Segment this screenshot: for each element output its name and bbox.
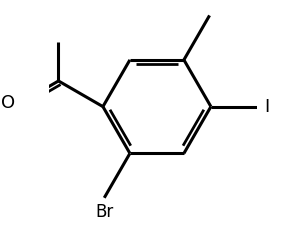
Text: O: O: [1, 94, 15, 112]
Text: I: I: [265, 98, 270, 116]
Text: Br: Br: [95, 203, 113, 221]
